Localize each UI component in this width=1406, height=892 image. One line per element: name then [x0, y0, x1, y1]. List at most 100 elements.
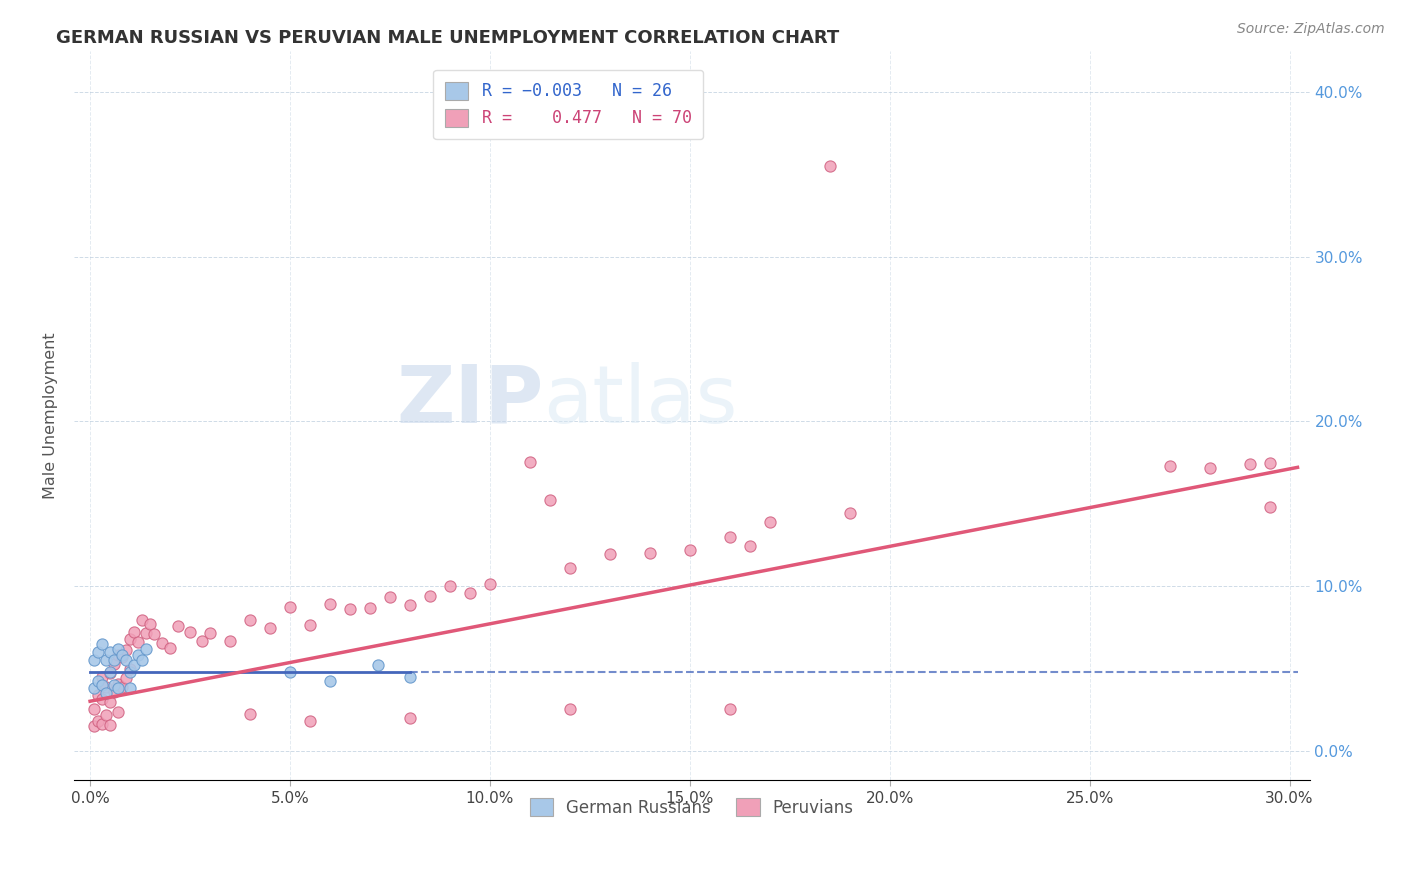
Point: [120, 632, 142, 646]
Point: [838, 506, 860, 520]
Point: [98, 665, 121, 680]
Point: [718, 702, 741, 716]
Point: [419, 589, 441, 603]
Point: [298, 714, 321, 728]
Y-axis label: Male Unemployment: Male Unemployment: [44, 332, 58, 499]
Point: [198, 626, 221, 640]
Point: [1159, 459, 1181, 474]
Point: [599, 547, 621, 561]
Point: [278, 600, 301, 615]
Point: [1258, 456, 1281, 470]
Point: [91, 670, 114, 684]
Point: [135, 625, 157, 640]
Point: [191, 634, 214, 648]
Point: [103, 684, 125, 698]
Point: [519, 455, 541, 469]
Text: Source: ZipAtlas.com: Source: ZipAtlas.com: [1237, 22, 1385, 37]
Point: [219, 633, 242, 648]
Point: [87, 714, 110, 728]
Point: [278, 665, 301, 679]
Point: [120, 681, 142, 695]
Legend: German Russians, Peruvians: German Russians, Peruvians: [520, 788, 863, 827]
Point: [439, 579, 461, 593]
Text: atlas: atlas: [544, 362, 738, 440]
Point: [91, 678, 114, 692]
Point: [298, 617, 321, 632]
Point: [87, 674, 110, 689]
Point: [399, 598, 422, 612]
Point: [98, 718, 121, 732]
Point: [122, 624, 145, 639]
Point: [103, 657, 125, 671]
Point: [107, 705, 129, 719]
Point: [738, 539, 761, 553]
Point: [1198, 461, 1220, 475]
Point: [83, 719, 105, 733]
Point: [319, 674, 342, 689]
Point: [818, 159, 841, 173]
Point: [478, 577, 501, 591]
Point: [111, 648, 134, 662]
Point: [87, 645, 110, 659]
Point: [94, 707, 117, 722]
Point: [94, 686, 117, 700]
Point: [367, 658, 389, 673]
Point: [1239, 457, 1261, 471]
Point: [135, 641, 157, 656]
Point: [111, 650, 134, 665]
Point: [259, 621, 281, 635]
Point: [718, 530, 741, 544]
Point: [239, 613, 262, 627]
Point: [83, 653, 105, 667]
Point: [638, 546, 661, 560]
Point: [107, 681, 129, 695]
Point: [98, 665, 121, 679]
Point: [115, 671, 138, 685]
Point: [399, 669, 422, 683]
Point: [538, 493, 561, 508]
Point: [98, 645, 121, 659]
Point: [1258, 500, 1281, 514]
Point: [458, 586, 481, 600]
Point: [98, 695, 121, 709]
Point: [115, 653, 138, 667]
Point: [83, 701, 105, 715]
Point: [122, 658, 145, 673]
Point: [107, 648, 129, 662]
Point: [115, 642, 138, 657]
Point: [131, 653, 153, 667]
Point: [120, 662, 142, 676]
Point: [359, 601, 381, 615]
Point: [139, 616, 162, 631]
Point: [91, 716, 114, 731]
Point: [159, 640, 181, 655]
Point: [179, 625, 201, 640]
Text: GERMAN RUSSIAN VS PERUVIAN MALE UNEMPLOYMENT CORRELATION CHART: GERMAN RUSSIAN VS PERUVIAN MALE UNEMPLOY…: [56, 29, 839, 46]
Point: [91, 637, 114, 651]
Point: [91, 691, 114, 706]
Point: [239, 707, 262, 722]
Point: [319, 598, 342, 612]
Point: [758, 516, 780, 530]
Point: [83, 681, 105, 695]
Text: ZIP: ZIP: [396, 362, 544, 440]
Point: [339, 601, 361, 615]
Point: [143, 627, 166, 641]
Point: [558, 702, 581, 716]
Point: [120, 665, 142, 679]
Point: [87, 688, 110, 702]
Point: [127, 648, 149, 662]
Point: [150, 635, 173, 649]
Point: [399, 711, 422, 725]
Point: [103, 653, 125, 667]
Point: [378, 591, 401, 605]
Point: [107, 641, 129, 656]
Point: [679, 542, 702, 557]
Point: [558, 561, 581, 575]
Point: [107, 677, 129, 691]
Point: [103, 678, 125, 692]
Point: [127, 635, 149, 649]
Point: [94, 680, 117, 694]
Point: [94, 653, 117, 667]
Point: [131, 613, 153, 627]
